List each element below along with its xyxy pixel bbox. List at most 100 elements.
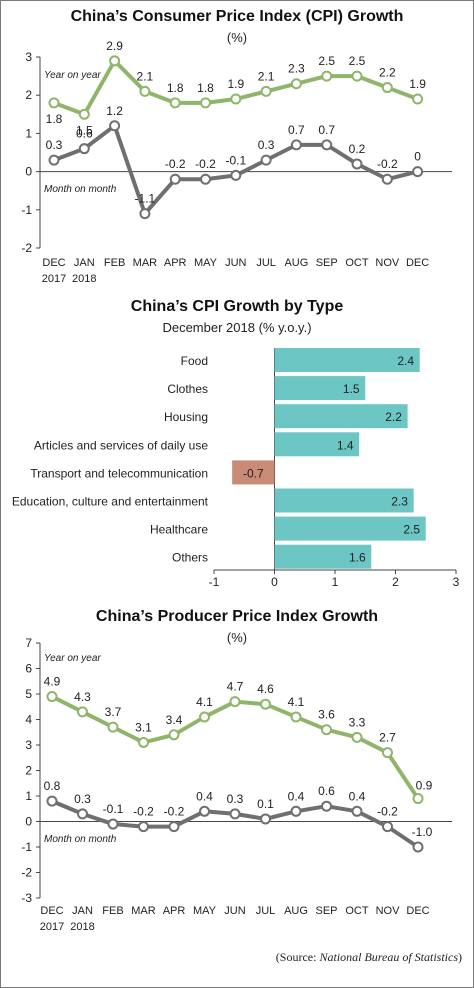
x-tick-label: MAY: [194, 257, 218, 269]
data-point: [169, 173, 181, 185]
bar: [274, 516, 426, 541]
data-point: [168, 821, 180, 833]
data-point: [290, 139, 302, 151]
x-tick-label: APR: [163, 905, 186, 917]
data-label: 4.7: [227, 680, 244, 694]
bar: [274, 376, 366, 401]
data-point: [200, 173, 211, 185]
year-label: 2017: [40, 921, 64, 933]
x-tick-label: 0: [271, 575, 278, 589]
data-label: -0.1: [225, 153, 246, 167]
data-point: [260, 698, 271, 710]
data-point: [138, 736, 149, 748]
x-tick-label: DEC: [42, 257, 65, 269]
data-label: 1.9: [227, 77, 244, 91]
bar: [274, 432, 360, 457]
bar-value-label: 1.5: [343, 382, 360, 396]
series-name-label: Month on month: [44, 834, 117, 845]
y-tick-label: -1: [21, 840, 32, 854]
series-line: [53, 123, 419, 216]
y-tick-label: 3: [25, 738, 32, 752]
data-point: [381, 82, 393, 94]
x-tick-label: MAR: [133, 257, 158, 269]
data-point: [351, 731, 363, 743]
data-point: [321, 724, 332, 736]
x-tick-label: OCT: [345, 257, 369, 269]
category-label: Housing: [164, 410, 208, 424]
cpi-chart-subtitle: (%): [226, 30, 248, 45]
data-label: 0.4: [288, 789, 305, 803]
bar-value-label: 1.6: [349, 551, 366, 565]
data-point: [290, 711, 302, 723]
bar: [274, 348, 420, 372]
y-tick-label: 0: [25, 165, 32, 179]
data-point: [382, 747, 393, 759]
cpi-type-chart-subtitle: December 2018 (% y.o.y.): [162, 320, 312, 335]
y-tick-label: 4: [25, 713, 32, 727]
x-tick-label: JUN: [224, 905, 245, 917]
data-label: 2.1: [137, 69, 154, 83]
x-tick-label: SEP: [315, 905, 337, 917]
data-label: 0.3: [258, 138, 275, 152]
data-label: 2.5: [349, 54, 366, 68]
data-point: [139, 85, 151, 97]
x-tick-label: JUN: [225, 257, 246, 269]
data-point: [230, 93, 242, 105]
series-name-label: Year on year: [44, 653, 101, 664]
x-tick-label: DEC: [40, 905, 63, 917]
data-point: [412, 793, 424, 805]
y-tick-label: 7: [25, 636, 32, 650]
data-point: [290, 78, 302, 90]
data-label: 3.1: [135, 720, 152, 734]
category-label: Food: [181, 354, 208, 368]
ppi-chart-title: China’s Producer Price Index Growth: [95, 608, 379, 625]
data-point: [77, 808, 88, 820]
bar: [274, 404, 408, 429]
data-label: 4.1: [196, 695, 213, 709]
data-label: 1.8: [167, 81, 184, 95]
data-label: 0.3: [74, 792, 91, 806]
category-label: Transport and telecommunication: [30, 466, 208, 480]
x-tick-label: NOV: [376, 905, 401, 917]
bar: [274, 544, 372, 569]
bar: [232, 460, 275, 485]
y-tick-label: -1: [21, 203, 32, 217]
bar-value-label: 2.2: [385, 410, 402, 424]
data-label: 3.6: [318, 708, 335, 722]
data-point: [351, 805, 363, 817]
data-point: [78, 143, 90, 155]
data-point: [46, 795, 58, 807]
x-tick-label: 1: [332, 575, 339, 589]
cpi-type-bar-chart: -1 0 1 2 3 2.4 Food 1.5 Clothes 2.2 Housing 1.4 Arti…: [12, 348, 460, 589]
y-tick-label: -3: [21, 891, 32, 905]
category-label: Healthcare: [150, 523, 208, 537]
y-tick-label: 6: [25, 662, 32, 676]
y-tick-label: 3: [25, 50, 32, 64]
data-point: [260, 154, 272, 166]
y-tick-label: 1: [25, 126, 32, 140]
data-point: [321, 139, 333, 151]
bar-value-label: 2.4: [397, 354, 414, 368]
data-label: 0.2: [349, 142, 366, 156]
data-point: [48, 154, 60, 166]
x-tick-label: AUG: [284, 257, 308, 269]
cpi-chart-title: China’s Consumer Price Index (CPI) Growt…: [70, 8, 404, 25]
data-label: 3.4: [166, 713, 183, 727]
data-point: [168, 729, 180, 741]
category-label: Education, culture and entertainment: [12, 495, 209, 509]
data-label: 1.8: [46, 112, 63, 126]
data-point: [351, 70, 363, 82]
data-point: [139, 208, 151, 220]
data-label: -0.2: [377, 157, 398, 171]
data-point: [412, 93, 424, 105]
data-label: 0.7: [318, 123, 335, 137]
source-name: National Bureau of Statistics: [319, 950, 458, 964]
data-label: -0.2: [133, 805, 154, 819]
y-tick-label: 2: [25, 88, 32, 102]
data-point: [109, 120, 121, 132]
data-label: 0: [414, 150, 421, 164]
x-tick-label: SEP: [316, 257, 338, 269]
bar-value-label: 2.3: [391, 495, 408, 509]
data-label: 1.5: [76, 123, 93, 137]
data-point: [382, 821, 393, 833]
